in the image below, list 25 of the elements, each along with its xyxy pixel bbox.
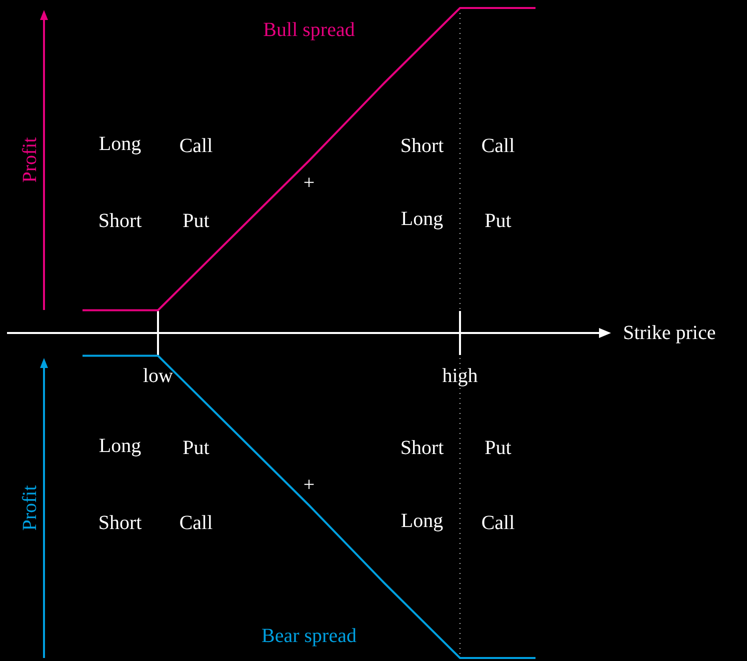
annotation: + bbox=[303, 172, 315, 194]
annotation: Put bbox=[182, 437, 210, 459]
annotation: Put bbox=[484, 210, 512, 232]
text: Bear spread bbox=[262, 625, 356, 647]
annotation: Call bbox=[179, 512, 214, 534]
annotation: Put bbox=[182, 210, 210, 232]
annotation: Short bbox=[400, 437, 444, 459]
x-tick-label: low bbox=[143, 365, 174, 387]
annotation: Call bbox=[179, 135, 214, 157]
annotation: Long bbox=[400, 510, 444, 532]
annotation: Long bbox=[400, 208, 444, 230]
annotation: + bbox=[303, 474, 315, 496]
annotation: Short bbox=[400, 135, 444, 157]
x-tick-label: high bbox=[442, 365, 478, 387]
annotation: Short bbox=[98, 512, 142, 534]
annotation: Put bbox=[484, 437, 512, 459]
annotation: Short bbox=[98, 210, 142, 232]
annotation: Long bbox=[98, 435, 142, 457]
annotation: Call bbox=[481, 512, 516, 534]
annotation: Long bbox=[98, 133, 142, 155]
x-axis-title: Strike price bbox=[623, 322, 716, 344]
text: Bull spread bbox=[263, 19, 355, 41]
y-axis-title: Profit bbox=[19, 136, 41, 183]
annotation: Call bbox=[481, 135, 516, 157]
text: Profit bbox=[19, 485, 41, 531]
